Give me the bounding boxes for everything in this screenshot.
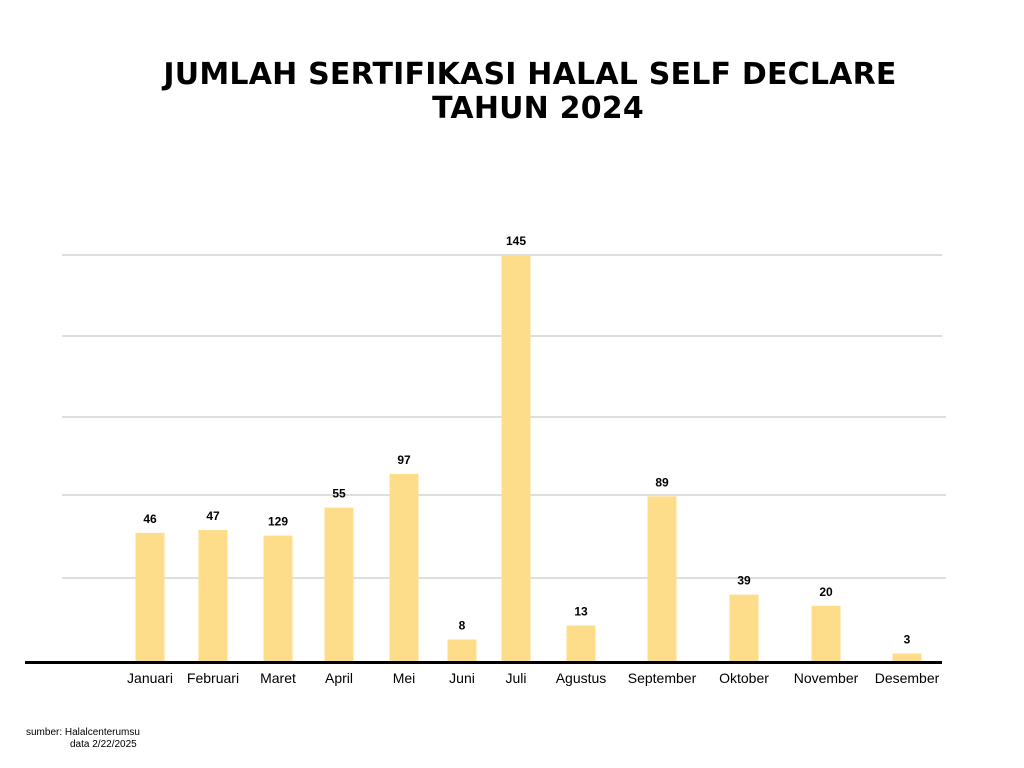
source-note: sumber: Halalcenterumsu data 2/22/2025 [26, 727, 140, 751]
x-tick-label: Januari [127, 670, 173, 686]
x-tick-label: April [325, 670, 353, 686]
bar-mei [389, 473, 419, 662]
x-tick-label: Oktober [719, 670, 769, 686]
data-label: 13 [574, 605, 588, 619]
x-tick-label: Februari [187, 670, 239, 686]
bar-februari [198, 530, 228, 662]
bar-april [324, 507, 354, 662]
source-label: sumber: Halalcenterumsu [26, 727, 140, 738]
data-label: 145 [506, 234, 526, 248]
bar-november [811, 605, 841, 662]
data-label: 46 [143, 512, 157, 526]
data-label: 47 [206, 509, 220, 523]
x-tick-label: Agustus [556, 670, 607, 686]
source-date: data 2/22/2025 [70, 739, 137, 750]
data-label: 3 [904, 633, 911, 647]
chart-title: JUMLAH SERTIFIKASI HALAL SELF DECLARE TA… [0, 58, 1024, 126]
x-tick-label: November [794, 670, 859, 686]
x-tick-label: September [628, 670, 697, 686]
bar-januari [135, 532, 165, 662]
x-tick-label: Maret [260, 670, 296, 686]
data-label: 8 [459, 619, 466, 633]
bar-juli [501, 255, 531, 662]
x-tick-label: Mei [393, 670, 416, 686]
data-label: 55 [332, 487, 346, 501]
chart-title-line-2: TAHUN 2024 [432, 91, 644, 126]
data-label: 20 [819, 585, 833, 599]
bar-oktober [729, 594, 759, 662]
data-label: 97 [397, 453, 411, 467]
x-tick-label: Juli [505, 670, 526, 686]
x-tick-label: Desember [875, 670, 940, 686]
data-label: 39 [737, 574, 751, 588]
bar-maret [263, 535, 293, 662]
x-tick-label: Juni [449, 670, 475, 686]
bar-juni [447, 639, 477, 662]
data-label: 89 [655, 475, 669, 489]
chart-title-line-1: JUMLAH SERTIFIKASI HALAL SELF DECLARE [163, 57, 897, 92]
data-label: 129 [268, 515, 288, 529]
bar-desember [892, 653, 922, 662]
bar-agustus [566, 625, 596, 662]
bar-september [647, 496, 677, 662]
